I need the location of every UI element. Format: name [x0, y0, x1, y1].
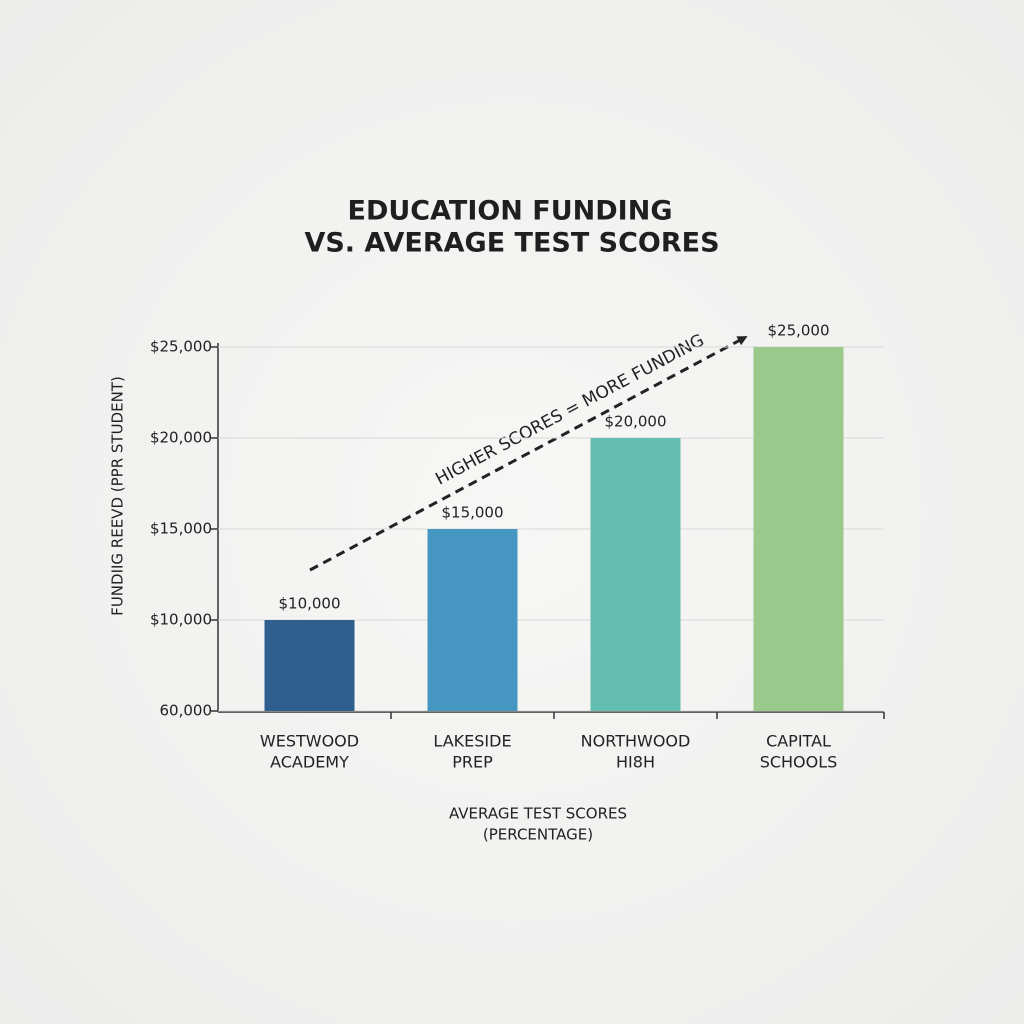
x-tick-label: WESTWOOD [260, 732, 359, 751]
chart-title: VS. AVERAGE TEST SCORES [304, 228, 719, 259]
chart-title: EDUCATION FUNDING [348, 196, 673, 227]
x-tick-label: CAPITAL [766, 732, 831, 751]
x-axis-label: AVERAGE TEST SCORES [449, 805, 627, 823]
x-tick-label: NORTHWOOD [581, 732, 691, 751]
y-tick-label: $10,000 [150, 611, 212, 629]
x-tick-label: HI8H [616, 753, 655, 772]
x-axis-label: (PERCENTAGE) [483, 826, 593, 844]
y-axis-label: FUNDIIG REEVD (PPR STUDENT) [109, 376, 127, 616]
y-tick-label: 60,000 [160, 702, 213, 720]
x-tick-label: SCHOOLS [760, 753, 838, 772]
x-tick-label: LAKESIDE [433, 732, 511, 751]
x-tick-label: ACADEMY [270, 753, 349, 772]
bar [427, 529, 518, 711]
y-tick-label: $20,000 [150, 429, 212, 447]
value-label: $10,000 [278, 595, 340, 613]
bar [590, 438, 681, 711]
bar [753, 347, 844, 711]
x-tick-label: PREP [452, 753, 493, 772]
value-label: $20,000 [604, 413, 666, 431]
y-tick-label: $25,000 [150, 338, 212, 356]
value-label: $15,000 [441, 504, 503, 522]
bar [264, 620, 355, 711]
value-label: $25,000 [767, 322, 829, 340]
y-tick-label: $15,000 [150, 520, 212, 538]
trend-arrow [309, 336, 748, 572]
x-dividers [390, 712, 885, 719]
